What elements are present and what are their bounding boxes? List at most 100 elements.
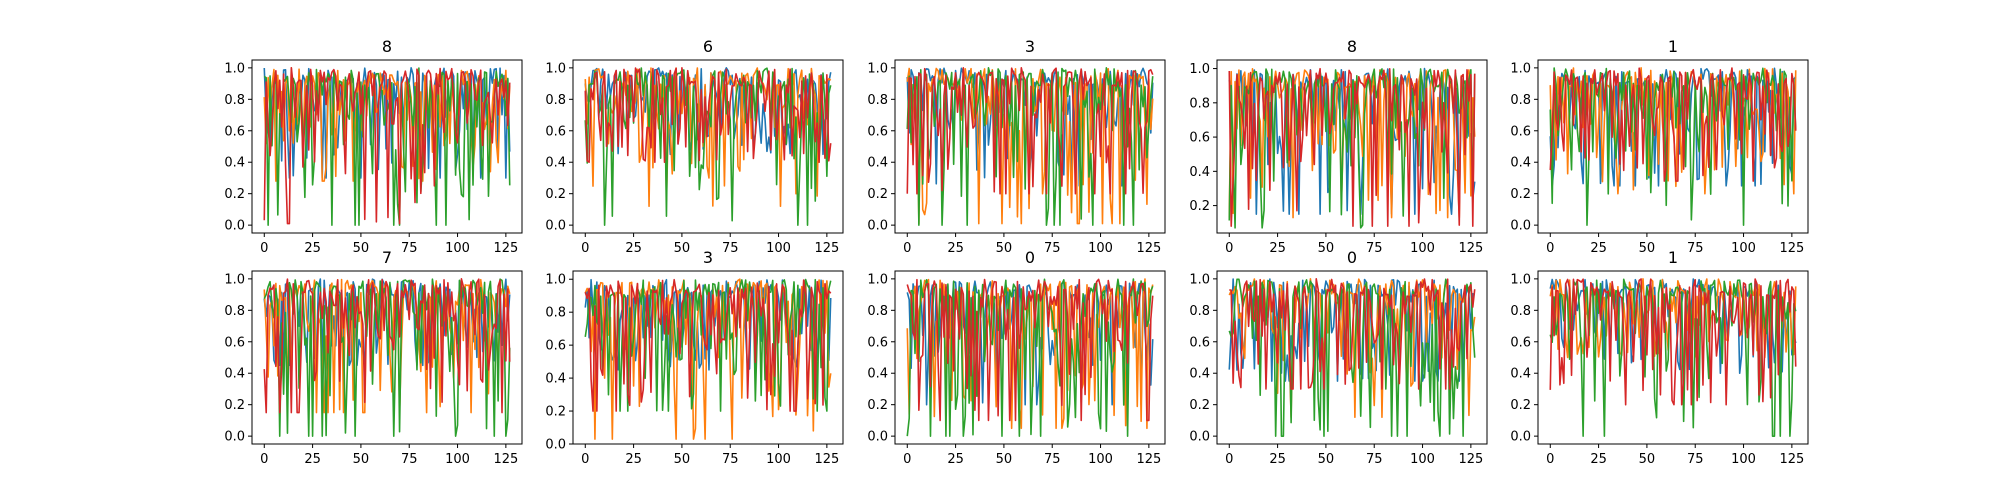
x-tick-label: 50 xyxy=(1639,452,1656,467)
x-tick-label: 75 xyxy=(1366,241,1383,256)
x-tick-label: 75 xyxy=(401,452,418,467)
subplot-title: 3 xyxy=(703,248,713,267)
x-tick-label: 75 xyxy=(1687,452,1704,467)
x-tick-label: 0 xyxy=(1546,241,1554,256)
series-line-4 xyxy=(1549,278,1797,406)
x-tick-label: 0 xyxy=(903,241,911,256)
y-tick-label: 0.8 xyxy=(224,304,245,319)
x-tick-label: 0 xyxy=(1225,452,1233,467)
y-tick-label: 0.0 xyxy=(867,430,888,445)
y-tick-label: 1.0 xyxy=(545,273,566,288)
axes-frame xyxy=(1216,59,1488,234)
y-tick-label: 1.0 xyxy=(1510,61,1531,76)
y-tick-label: 0.8 xyxy=(1189,304,1210,319)
y-tick-label: 0.4 xyxy=(867,367,888,382)
x-tick-label: 25 xyxy=(625,241,642,256)
series-line-4 xyxy=(263,278,511,414)
x-tick-label: 100 xyxy=(766,241,791,256)
subplot-1: 0 25 50 75 100 125 0.0 0.2 0.4 0.6 0.8 1.0 8 xyxy=(224,37,523,256)
series-line-4 xyxy=(1229,278,1476,390)
x-tick-label: 0 xyxy=(1225,241,1233,256)
subplot-title: 8 xyxy=(382,37,392,56)
x-tick-label: 25 xyxy=(1269,241,1286,256)
y-tick-label: 1.0 xyxy=(1189,272,1210,287)
y-tick-label: 0.4 xyxy=(867,156,888,171)
y-tick-label: 0.2 xyxy=(224,187,245,202)
axes-frame xyxy=(251,270,523,445)
y-tick-label: 0.4 xyxy=(545,156,566,171)
y-tick-label: 1.0 xyxy=(224,61,245,76)
subplot-title: 3 xyxy=(1025,37,1035,56)
y-tick-label: 0.6 xyxy=(224,124,245,139)
y-tick-label: 0.8 xyxy=(1189,96,1210,111)
x-tick-label: 125 xyxy=(1458,452,1483,467)
subplot-title: 1 xyxy=(1668,37,1678,56)
y-tick-label: 0.4 xyxy=(1510,156,1531,171)
axes-frame xyxy=(1216,270,1488,445)
series-line-3 xyxy=(906,278,1154,437)
axes-frame xyxy=(894,59,1166,234)
x-tick-label: 75 xyxy=(1044,452,1061,467)
x-tick-label: 50 xyxy=(674,452,691,467)
x-tick-label: 25 xyxy=(1590,452,1607,467)
series-line-4 xyxy=(1228,67,1476,227)
x-tick-label: 100 xyxy=(1088,452,1113,467)
x-tick-label: 125 xyxy=(814,452,839,467)
x-tick-label: 75 xyxy=(401,241,418,256)
y-tick-label: 0.6 xyxy=(224,335,245,350)
x-tick-label: 125 xyxy=(1136,241,1161,256)
axes-frame xyxy=(572,59,844,234)
subplot-title: 8 xyxy=(1347,37,1357,56)
y-tick-label: 0.8 xyxy=(867,93,888,108)
axes-frame xyxy=(251,59,523,234)
x-tick-label: 100 xyxy=(1410,452,1435,467)
subplot-title: 7 xyxy=(382,248,392,267)
y-tick-label: 0.2 xyxy=(224,398,245,413)
x-tick-label: 50 xyxy=(353,452,370,467)
subplot-4: 0 25 50 75 100 125 0.2 0.4 0.6 0.8 1.0 8 xyxy=(1189,37,1488,256)
subplot-8: 0 25 50 75 100 125 0.0 0.2 0.4 0.6 0.8 1.0 0 xyxy=(867,248,1166,467)
subplot-title: 6 xyxy=(703,37,713,56)
series-line-4 xyxy=(584,67,832,164)
y-tick-label: 0.8 xyxy=(545,93,566,108)
subplot-title: 0 xyxy=(1025,248,1035,267)
y-tick-label: 0.2 xyxy=(545,405,566,420)
y-tick-label: 0.2 xyxy=(1189,398,1210,413)
subplot-title: 0 xyxy=(1347,248,1357,267)
x-tick-label: 25 xyxy=(1269,452,1286,467)
x-tick-label: 75 xyxy=(722,241,739,256)
x-tick-label: 50 xyxy=(996,241,1013,256)
subplot-3: 0 25 50 75 100 125 0.0 0.2 0.4 0.6 0.8 1.0 3 xyxy=(867,37,1166,256)
y-tick-label: 0.8 xyxy=(224,93,245,108)
x-tick-label: 100 xyxy=(1088,241,1113,256)
x-tick-label: 50 xyxy=(1318,241,1335,256)
axes-frame xyxy=(1537,59,1809,234)
axes-frame xyxy=(1537,270,1809,445)
x-tick-label: 0 xyxy=(1546,452,1554,467)
y-tick-label: 1.0 xyxy=(1510,272,1531,287)
x-tick-label: 0 xyxy=(581,241,589,256)
y-tick-label: 0.6 xyxy=(867,335,888,350)
x-tick-label: 50 xyxy=(1639,241,1656,256)
x-tick-label: 100 xyxy=(1410,241,1435,256)
series-line-4 xyxy=(906,67,1154,195)
y-tick-label: 0.8 xyxy=(1510,304,1531,319)
y-tick-label: 0.2 xyxy=(545,187,566,202)
series-line-4 xyxy=(263,67,511,225)
x-tick-label: 100 xyxy=(445,452,470,467)
y-tick-label: 0.0 xyxy=(224,430,245,445)
y-tick-label: 1.0 xyxy=(224,272,245,287)
x-tick-label: 50 xyxy=(674,241,691,256)
x-tick-label: 125 xyxy=(1458,241,1483,256)
y-tick-label: 0.2 xyxy=(1189,199,1210,214)
x-tick-label: 100 xyxy=(1731,241,1756,256)
subplot-5: 0 25 50 75 100 125 0.0 0.2 0.4 0.6 0.8 1.0 1 xyxy=(1510,37,1809,256)
y-tick-label: 0.0 xyxy=(1189,430,1210,445)
x-tick-label: 125 xyxy=(493,452,518,467)
y-tick-label: 0.2 xyxy=(867,187,888,202)
y-tick-label: 0.4 xyxy=(224,156,245,171)
subplot-6: 0 25 50 75 100 125 0.0 0.2 0.4 0.6 0.8 1.0 7 xyxy=(224,248,523,467)
series-line-4 xyxy=(906,278,1154,422)
y-tick-label: 0.4 xyxy=(1510,367,1531,382)
y-tick-label: 0.4 xyxy=(1189,165,1210,180)
